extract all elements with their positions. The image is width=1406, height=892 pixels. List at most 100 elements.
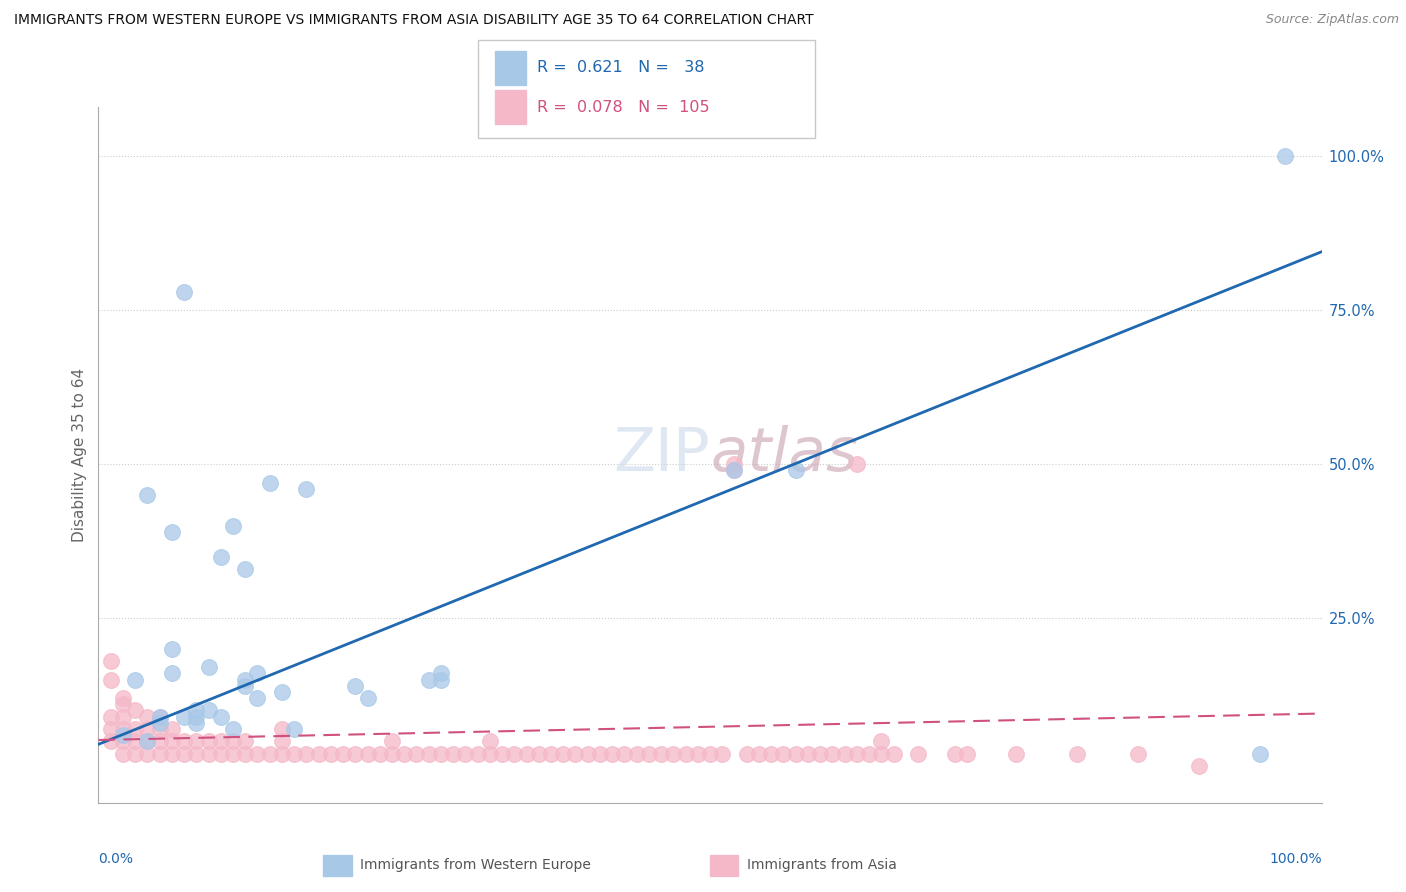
Point [270, 685, 294, 699]
Point [626, 747, 648, 761]
Text: R =  0.078   N =  105: R = 0.078 N = 105 [537, 100, 710, 114]
Point [1274, 149, 1296, 163]
Point [883, 747, 905, 761]
Point [233, 747, 256, 761]
Point [1249, 747, 1271, 761]
Text: Immigrants from Asia: Immigrants from Asia [747, 858, 897, 872]
Point [1004, 747, 1026, 761]
Point [136, 722, 159, 736]
Point [956, 747, 979, 761]
Text: R =  0.621   N =   38: R = 0.621 N = 38 [537, 61, 704, 75]
Text: atlas: atlas [710, 425, 858, 484]
Point [111, 747, 134, 761]
Point [405, 747, 427, 761]
Text: ZIP: ZIP [613, 425, 710, 484]
Text: Immigrants from Western Europe: Immigrants from Western Europe [360, 858, 591, 872]
Point [283, 722, 305, 736]
Point [186, 734, 208, 748]
Point [100, 709, 122, 723]
Point [662, 747, 685, 761]
Text: 0.0%: 0.0% [98, 852, 134, 865]
Point [821, 747, 844, 761]
Point [111, 728, 134, 742]
Point [638, 747, 661, 761]
Point [675, 747, 697, 761]
Point [222, 518, 245, 533]
Point [111, 691, 134, 706]
Point [735, 747, 758, 761]
Point [503, 747, 526, 761]
Point [381, 734, 404, 748]
Point [136, 747, 159, 761]
Point [100, 734, 122, 748]
Point [197, 660, 219, 674]
Point [368, 747, 391, 761]
Point [100, 654, 122, 668]
Point [136, 709, 159, 723]
Point [1188, 759, 1211, 773]
Point [870, 747, 893, 761]
Point [589, 747, 612, 761]
Point [173, 734, 195, 748]
Point [233, 673, 256, 687]
Point [160, 641, 183, 656]
Text: Source: ZipAtlas.com: Source: ZipAtlas.com [1265, 13, 1399, 27]
Point [149, 709, 172, 723]
Point [186, 703, 208, 717]
Point [686, 747, 709, 761]
Point [209, 709, 232, 723]
Point [699, 747, 721, 761]
Point [515, 747, 537, 761]
Point [111, 698, 134, 712]
Point [283, 747, 305, 761]
Point [441, 747, 464, 761]
Point [430, 747, 453, 761]
Point [186, 709, 208, 723]
Point [392, 747, 416, 761]
Point [209, 734, 232, 748]
Point [209, 549, 232, 564]
Point [553, 747, 575, 761]
Point [160, 734, 183, 748]
Point [907, 747, 929, 761]
Point [136, 734, 159, 748]
Point [527, 747, 550, 761]
Point [748, 747, 770, 761]
Point [111, 734, 134, 748]
Point [319, 747, 342, 761]
Point [270, 734, 294, 748]
Point [808, 747, 831, 761]
Point [797, 747, 820, 761]
Point [356, 691, 378, 706]
Point [564, 747, 586, 761]
Point [186, 747, 208, 761]
Point [491, 747, 513, 761]
Point [308, 747, 330, 761]
Point [1066, 747, 1088, 761]
Point [454, 747, 477, 761]
Y-axis label: Disability Age 35 to 64: Disability Age 35 to 64 [72, 368, 87, 542]
Point [711, 747, 734, 761]
Point [613, 747, 636, 761]
Point [149, 722, 172, 736]
Point [430, 666, 453, 681]
Point [136, 734, 159, 748]
Point [761, 747, 783, 761]
Point [160, 722, 183, 736]
Point [111, 709, 134, 723]
Point [124, 703, 146, 717]
Point [467, 747, 489, 761]
Point [259, 475, 281, 490]
Point [344, 747, 367, 761]
Point [197, 734, 219, 748]
Point [478, 747, 501, 761]
Text: 100.0%: 100.0% [1270, 852, 1322, 865]
Point [173, 709, 195, 723]
Point [785, 747, 807, 761]
Point [723, 463, 745, 477]
Point [197, 747, 219, 761]
Point [136, 488, 159, 502]
Point [173, 747, 195, 761]
Point [1128, 747, 1150, 761]
Point [650, 747, 672, 761]
